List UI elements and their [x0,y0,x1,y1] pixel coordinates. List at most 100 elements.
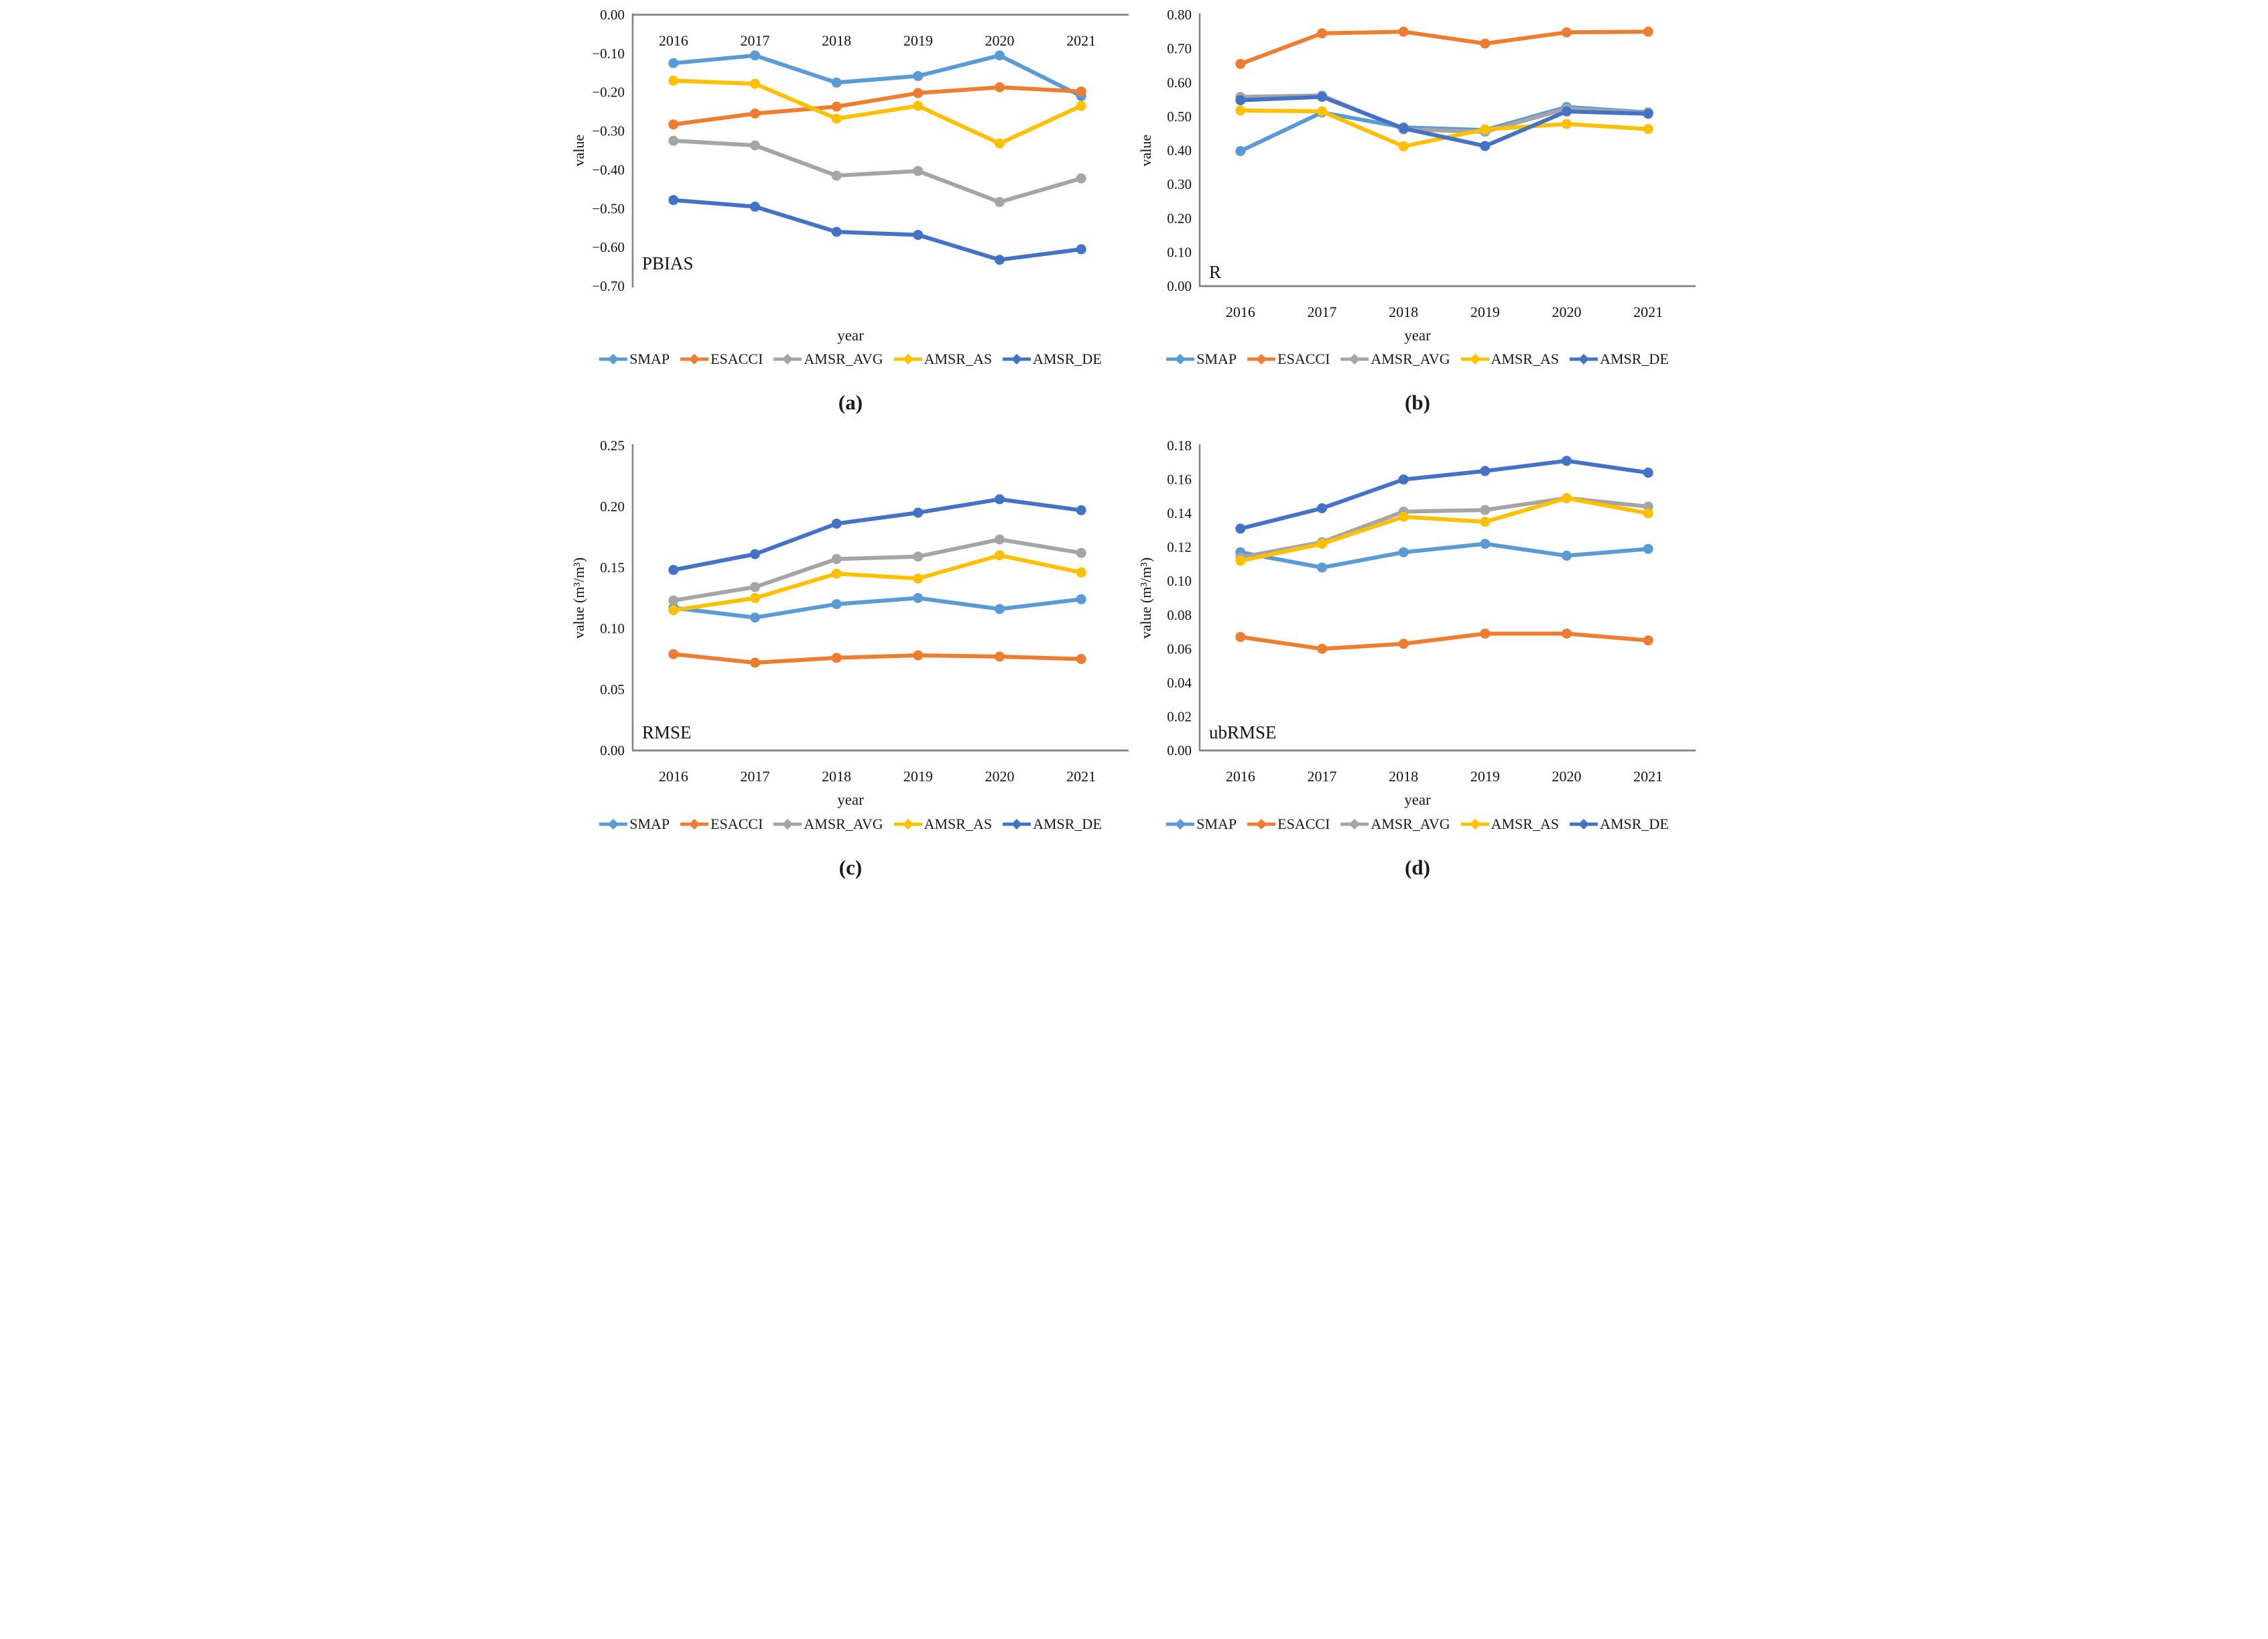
data-point-AMSR_DE [1562,456,1572,466]
data-point-AMSR_DE [1076,505,1086,516]
x-tick-label: 2016 [659,32,688,49]
legend-item-amsr_de: AMSR_DE [1570,350,1669,368]
data-point-AMSR_DE [831,226,842,237]
data-point-AMSR_DE [1235,523,1246,534]
series-line-AMSR_AS [671,553,1084,612]
legend-label: AMSR_DE [1033,815,1102,832]
legend-marker-icon [773,818,802,830]
series-line-AMSR_DE [671,198,1084,262]
chart-d-svg: 0.18 0.16 0.14 0.12 0.10 0.08 0.06 0.04 0.02 0.00… [1137,438,1696,785]
y-tick-label: 0.70 [1167,41,1192,57]
data-point-SMAP [913,70,924,81]
panel-c: 0.25 0.20 0.15 0.10 0.05 0.00 value (m³/m³) 201… [567,436,1134,883]
data-point-ESACCI [750,109,760,119]
legend-marker-icon [1570,354,1598,365]
legend-marker-icon [1247,354,1276,365]
data-point-AMSR_AVG [995,534,1005,545]
data-point-ESACCI [1235,58,1246,69]
legend-marker-icon [893,354,922,365]
data-point-SMAP [913,593,924,604]
data-point-AMSR_AS [1480,124,1491,135]
data-point-AMSR_AS [1317,106,1327,117]
data-point-AMSR_AVG [913,551,924,562]
y-tick-label: 0.00 [1167,278,1192,294]
data-point-AMSR_AVG [1076,547,1086,558]
legend-label: SMAP [1196,350,1237,368]
y-tick-label: 0.00 [1167,742,1192,759]
y-axis-title: value (m³/m³) [570,558,587,639]
legend-b: SMAP ESACCI AMSR_AVG AMSR_AS AMSR_DE [1166,350,1669,368]
panel-caption-d: (d) [1405,855,1430,879]
legend-item-amsr_avg: AMSR_AVG [773,815,883,833]
x-tick-label: 2019 [1470,304,1500,320]
data-point-ESACCI [668,649,679,659]
legend-item-amsr_as: AMSR_AS [1460,350,1559,368]
data-point-AMSR_AS [1235,555,1246,566]
x-tick-label: 2019 [1470,768,1500,785]
data-point-ESACCI [1562,27,1572,38]
data-point-AMSR_DE [995,255,1005,265]
y-tick-label: −0.10 [592,46,625,62]
y-tick-label: 0.14 [1167,505,1192,521]
data-point-AMSR_AS [913,101,924,111]
data-point-ESACCI [831,101,842,112]
data-point-SMAP [1398,547,1409,558]
legend-label: ESACCI [1277,350,1330,368]
data-point-AMSR_AVG [750,140,760,151]
chart-a-svg: 0.00 −0.10 −0.20 −0.30 −0.40 −0.50 −0.60 −0.70 v… [570,7,1129,294]
legend-marker-icon [1166,818,1195,830]
legend-item-esacci: ESACCI [1247,350,1330,368]
data-point-AMSR_AVG [750,582,760,592]
panel-a: 0.00 −0.10 −0.20 −0.30 −0.40 −0.50 −0.60 −0.70 v… [567,5,1134,419]
legend-marker-icon [1340,354,1369,365]
data-point-AMSR_AS [1398,511,1409,522]
y-tick-label: 0.30 [1167,176,1192,192]
data-point-ESACCI [1076,654,1086,665]
data-point-AMSR_AVG [1480,505,1491,515]
data-point-ESACCI [1480,38,1491,49]
y-tick-label: −0.50 [592,200,625,216]
legend-item-smap: SMAP [1166,815,1237,833]
panel-caption-b: (b) [1405,391,1430,415]
legend-marker-icon [773,354,802,365]
metric-label: PBIAS [642,253,694,273]
x-tick-label: 2021 [1066,768,1096,785]
legend-label: SMAP [629,350,670,368]
data-point-AMSR_DE [750,201,760,212]
legend-item-smap: SMAP [599,815,670,833]
x-axis-title: year [837,791,864,809]
figure-row-top: 0.00 −0.10 −0.20 −0.30 −0.40 −0.50 −0.60 −0.70 v… [567,5,1701,419]
data-point-SMAP [750,50,760,61]
data-point-AMSR_DE [831,519,842,529]
y-tick-label: 0.50 [1167,109,1192,125]
data-point-ESACCI [750,657,760,668]
data-point-AMSR_DE [1480,141,1491,151]
series-line-ESACCI [671,652,1084,665]
legend-label: AMSR_AS [924,815,993,832]
series-line-SMAP [1238,541,1651,570]
data-point-ESACCI [913,88,924,99]
panel-d: 0.18 0.16 0.14 0.12 0.10 0.08 0.06 0.04 0.02 0.00… [1134,436,1701,883]
y-tick-label: 0.16 [1167,472,1192,488]
data-point-AMSR_AVG [668,595,679,606]
x-tick-label: 2018 [822,768,851,785]
series-line-ESACCI [1238,631,1651,651]
y-tick-label: 0.08 [1167,607,1192,623]
data-point-AMSR_AS [1562,493,1572,504]
legend-label: SMAP [1196,815,1237,832]
data-point-AMSR_DE [668,195,679,206]
chart-c-svg: 0.25 0.20 0.15 0.10 0.05 0.00 value (m³/m³) 201… [570,438,1129,785]
x-tick-label: 2019 [903,32,933,49]
legend-marker-icon [599,354,628,365]
data-point-ESACCI [913,650,924,661]
legend-d: SMAP ESACCI AMSR_AVG AMSR_AS AMSR_DE [1166,815,1669,833]
data-point-ESACCI [1398,26,1409,37]
data-point-ESACCI [1235,632,1246,643]
legend-item-amsr_de: AMSR_DE [1003,815,1102,833]
panel-caption-c: (c) [838,855,863,879]
legend-marker-icon [1166,354,1195,365]
y-axis-title: value [570,135,587,167]
legend-label: AMSR_AVG [804,815,883,832]
series-line-AMSR_AVG [671,537,1084,603]
series-line-SMAP [671,53,1084,99]
